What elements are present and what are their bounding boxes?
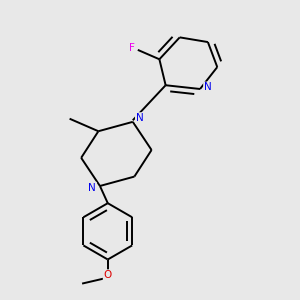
Text: N: N xyxy=(136,113,144,123)
Text: O: O xyxy=(103,270,112,280)
Text: N: N xyxy=(204,82,212,92)
Text: F: F xyxy=(129,43,135,53)
Text: N: N xyxy=(88,182,96,193)
